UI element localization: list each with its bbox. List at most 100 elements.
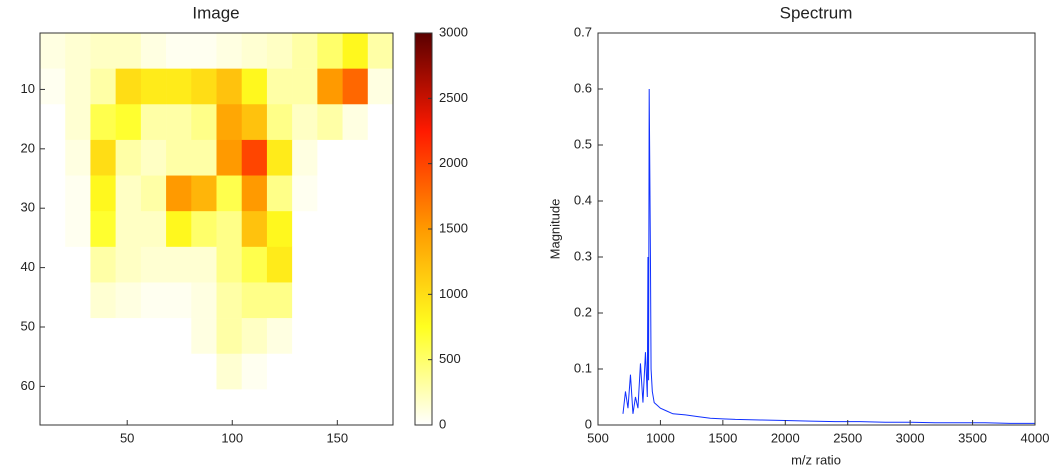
heat-cell — [140, 104, 167, 141]
x-tick-label: 500 — [587, 430, 609, 445]
heat-cell — [166, 211, 192, 248]
heat-cell — [191, 68, 217, 105]
heat-cell — [191, 389, 217, 426]
heat-cell — [266, 389, 293, 426]
heat-cell — [90, 282, 116, 319]
heat-cell — [166, 282, 192, 319]
heat-cell — [65, 246, 91, 283]
heat-cell — [90, 175, 116, 212]
heat-cell — [317, 246, 343, 283]
y-tick-label: 0.7 — [574, 24, 592, 39]
heat-cell — [115, 104, 142, 141]
heat-cell — [216, 175, 243, 212]
heat-cell — [140, 246, 167, 283]
heat-cell — [40, 389, 66, 426]
x-tick-label: 2000 — [771, 430, 800, 445]
colorbar-tick-label: 1500 — [439, 220, 468, 235]
heat-cell — [367, 211, 394, 248]
heat-cell — [241, 139, 268, 176]
heat-cell — [40, 318, 66, 355]
heat-cell — [40, 246, 66, 283]
heat-cell — [216, 33, 243, 69]
heat-cell — [115, 282, 142, 319]
x-tick-label: 1500 — [708, 430, 737, 445]
heat-cell — [216, 104, 243, 141]
heat-cell — [140, 318, 167, 355]
heat-cell — [65, 318, 91, 355]
heat-cell — [140, 389, 167, 426]
heat-cell — [65, 211, 91, 248]
heat-cell — [241, 353, 268, 390]
heat-cell — [191, 104, 217, 141]
y-tick-label: 30 — [21, 200, 35, 215]
spectrum-line — [622, 88, 1035, 424]
heat-cell — [40, 139, 66, 176]
x-axis-label: m/z ratio — [791, 452, 841, 467]
heat-cell — [140, 211, 167, 248]
heat-cell — [266, 246, 293, 283]
y-tick-label: 10 — [21, 81, 35, 96]
heat-cell — [216, 139, 243, 176]
x-tick-label: 3500 — [958, 430, 987, 445]
heat-cell — [241, 33, 268, 69]
heat-cell — [292, 33, 318, 69]
y-tick-label: 50 — [21, 318, 35, 333]
heat-cell — [40, 175, 66, 212]
heat-cell — [40, 104, 66, 141]
x-tick-label: 100 — [221, 430, 243, 445]
heat-cell — [166, 318, 192, 355]
heat-cell — [90, 246, 116, 283]
heat-cell — [317, 211, 343, 248]
heat-cell — [65, 389, 91, 426]
heat-cell — [241, 68, 268, 105]
heat-cell — [115, 33, 142, 69]
heat-cell — [65, 353, 91, 390]
heat-cell — [317, 318, 343, 355]
heat-cell — [292, 104, 318, 141]
axes-box — [39, 32, 394, 426]
heat-cell — [65, 68, 91, 105]
heat-cell — [191, 353, 217, 390]
y-tick-label: 60 — [21, 378, 35, 393]
heat-cell — [115, 68, 142, 105]
heat-cell — [292, 318, 318, 355]
x-tick-label: 2500 — [833, 430, 862, 445]
heat-cell — [216, 318, 243, 355]
heat-cell — [90, 389, 116, 426]
heat-cell — [317, 139, 343, 176]
heat-cell — [140, 68, 167, 105]
heat-cell — [90, 139, 116, 176]
heat-cell — [90, 104, 116, 141]
heat-cell — [342, 318, 369, 355]
heat-cell — [367, 246, 394, 283]
heat-cell — [342, 353, 369, 390]
heat-cell — [317, 175, 343, 212]
heat-cell — [166, 246, 192, 283]
heat-cell — [90, 318, 116, 355]
y-tick-label: 40 — [21, 259, 35, 274]
colorbar-tick-label: 3000 — [439, 24, 468, 39]
heat-cell — [241, 104, 268, 141]
heat-cell — [266, 175, 293, 212]
heat-cell — [65, 175, 91, 212]
heat-cell — [216, 353, 243, 390]
y-tick-label: 0.1 — [574, 360, 592, 375]
y-tick-label: 0 — [585, 416, 592, 431]
heat-cell — [166, 353, 192, 390]
heat-cell — [367, 68, 394, 105]
heat-cell — [115, 389, 142, 426]
heat-cell — [40, 68, 66, 105]
heat-cell — [90, 353, 116, 390]
heat-cell — [367, 389, 394, 426]
heat-cell — [241, 389, 268, 426]
y-tick-label: 0.6 — [574, 80, 592, 95]
heat-cell — [317, 389, 343, 426]
heat-cell — [115, 139, 142, 176]
heat-cell — [65, 33, 91, 69]
heat-cell — [241, 175, 268, 212]
heat-cell — [166, 33, 192, 69]
heat-cell — [166, 68, 192, 105]
y-tick-label: 0.3 — [574, 248, 592, 263]
heat-cell — [65, 104, 91, 141]
